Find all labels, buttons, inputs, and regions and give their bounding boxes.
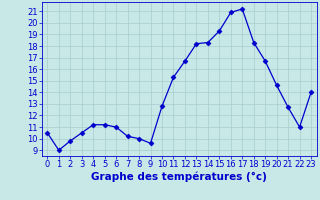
- X-axis label: Graphe des températures (°c): Graphe des températures (°c): [91, 172, 267, 182]
